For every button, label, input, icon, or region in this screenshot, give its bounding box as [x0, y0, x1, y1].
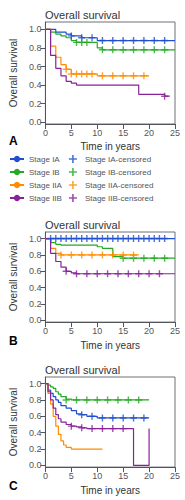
svg-text:0: 0	[43, 326, 48, 336]
svg-text:Stage IIB: Stage IIB	[29, 194, 62, 203]
svg-text:0: 0	[43, 128, 48, 138]
svg-text:25: 25	[170, 471, 180, 481]
svg-text:Overall survival: Overall survival	[8, 388, 19, 456]
svg-text:1.0: 1.0	[29, 379, 42, 389]
svg-text:Overall survival: Overall survival	[8, 243, 19, 311]
svg-text:20: 20	[144, 326, 154, 336]
svg-text:0: 0	[43, 471, 48, 481]
svg-text:Time in years: Time in years	[80, 340, 140, 351]
svg-text:0.0: 0.0	[29, 315, 42, 325]
svg-text:15: 15	[118, 128, 128, 138]
svg-text:0.2: 0.2	[29, 299, 42, 309]
svg-text:0.4: 0.4	[29, 80, 42, 90]
svg-text:0.8: 0.8	[29, 250, 42, 260]
svg-text:B: B	[9, 334, 18, 348]
svg-text:5: 5	[69, 471, 74, 481]
svg-text:0.8: 0.8	[29, 43, 42, 53]
svg-text:0.0: 0.0	[29, 460, 42, 470]
svg-text:Overall survival: Overall survival	[8, 39, 19, 107]
svg-text:Stage IIA: Stage IIA	[29, 181, 63, 190]
svg-text:0.6: 0.6	[29, 411, 42, 421]
svg-text:Stage IB-censored: Stage IB-censored	[85, 168, 151, 177]
svg-text:0.2: 0.2	[29, 444, 42, 454]
svg-text:C: C	[9, 479, 18, 493]
svg-text:25: 25	[170, 326, 180, 336]
svg-text:10: 10	[92, 326, 102, 336]
svg-text:5: 5	[69, 128, 74, 138]
svg-text:Overall survival: Overall survival	[45, 219, 120, 231]
svg-text:10: 10	[92, 128, 102, 138]
svg-text:Overall survival: Overall survival	[45, 9, 120, 21]
svg-text:0.6: 0.6	[29, 266, 42, 276]
svg-text:0.0: 0.0	[29, 117, 42, 127]
svg-text:Stage IA: Stage IA	[29, 155, 60, 164]
svg-text:Stage IIA-censored: Stage IIA-censored	[85, 181, 153, 190]
svg-text:5: 5	[69, 326, 74, 336]
svg-text:0.6: 0.6	[29, 62, 42, 72]
svg-text:15: 15	[118, 471, 128, 481]
svg-text:Overall survival: Overall survival	[45, 364, 120, 376]
svg-text:0.2: 0.2	[29, 99, 42, 109]
svg-text:Stage IA-censored: Stage IA-censored	[85, 155, 151, 164]
svg-text:1.0: 1.0	[29, 24, 42, 34]
svg-text:Time in years: Time in years	[80, 485, 140, 496]
svg-text:0.4: 0.4	[29, 283, 42, 293]
svg-text:1.0: 1.0	[29, 234, 42, 244]
svg-text:20: 20	[144, 128, 154, 138]
svg-text:15: 15	[118, 326, 128, 336]
svg-text:Stage IB: Stage IB	[29, 168, 60, 177]
svg-text:20: 20	[144, 471, 154, 481]
svg-text:10: 10	[92, 471, 102, 481]
svg-text:Time in years: Time in years	[80, 141, 140, 152]
svg-text:Stage IIB-censored: Stage IIB-censored	[85, 194, 153, 203]
svg-text:0.8: 0.8	[29, 395, 42, 405]
svg-text:25: 25	[170, 128, 180, 138]
svg-text:A: A	[9, 134, 18, 148]
svg-text:0.4: 0.4	[29, 428, 42, 438]
